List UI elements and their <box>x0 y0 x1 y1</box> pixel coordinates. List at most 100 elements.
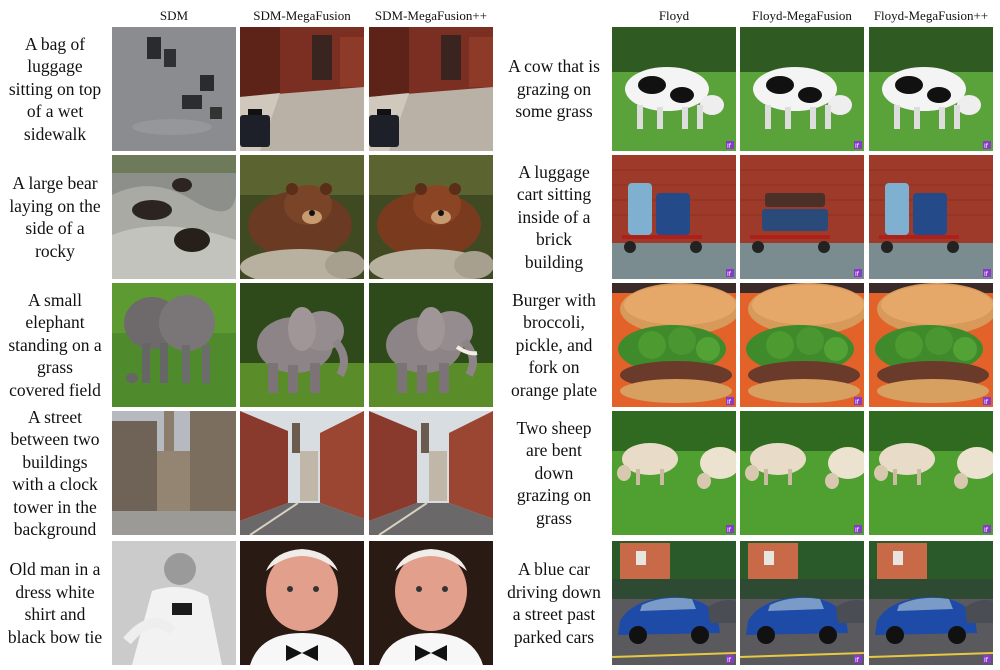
generated-image: If <box>612 27 736 151</box>
prompt-line: tower in the <box>13 496 97 517</box>
generated-image: If <box>740 541 864 665</box>
svg-text:If: If <box>984 143 989 150</box>
prompt-line: A small <box>28 289 82 310</box>
image-elephant-grass-field-col3 <box>369 283 493 407</box>
left-prompt-3: A small elephant standing on a grass covered… <box>0 283 110 407</box>
prompt-line: A luggage <box>518 161 590 182</box>
generated-image: If <box>740 283 864 407</box>
image-luggage-cart-brick-col5: If <box>740 155 864 279</box>
generated-image <box>369 283 493 407</box>
prompt-line: A blue car <box>518 559 590 579</box>
generated-image <box>112 283 236 407</box>
svg-text:If: If <box>855 527 860 534</box>
generated-image <box>112 155 236 279</box>
generated-image: If <box>869 283 993 407</box>
generated-image: If <box>612 155 736 279</box>
image-blue-car-street-col5: If <box>740 541 864 665</box>
prompt-line: Old man in a <box>9 559 101 579</box>
right-prompt-3: Burger with broccoli, pickle, and fork on or… <box>498 283 610 407</box>
prompt-line: A large bear <box>12 173 98 193</box>
image-street-clock-tower-col3 <box>369 411 493 535</box>
prompt-line: parked cars <box>513 626 595 647</box>
image-sheep-grazing-col5: If <box>740 411 864 535</box>
column-header-1: SDM <box>159 8 189 23</box>
prompt-line: sitting on top <box>8 78 102 99</box>
prompt-line: pickle, and <box>515 334 593 355</box>
prompt-line: grass <box>536 507 572 528</box>
image-bear-on-rocks-col3 <box>369 155 493 279</box>
image-old-man-bow-tie-col3 <box>369 541 493 665</box>
prompt-line: driving down <box>507 581 601 602</box>
prompt-line: A street <box>28 406 82 427</box>
svg-text:If: If <box>984 657 989 664</box>
prompt-line: A cow that is <box>508 56 600 77</box>
svg-text:If: If <box>727 143 732 150</box>
prompt-line: down <box>534 462 574 483</box>
image-cow-grazing-col6: If <box>869 27 993 151</box>
image-bear-on-rocks-col2 <box>240 155 364 279</box>
image-luggage-wet-sidewalk-col3 <box>369 27 493 151</box>
generated-image <box>240 27 364 151</box>
prompt-line: laying on the <box>9 195 101 216</box>
image-cow-grazing-col5: If <box>740 27 864 151</box>
prompt-line: broccoli, <box>523 312 585 333</box>
prompt-line: side of a <box>25 218 85 238</box>
svg-text:If: If <box>855 657 860 664</box>
generated-image <box>369 541 493 665</box>
generated-image: If <box>869 155 993 279</box>
prompt-line: covered field <box>9 379 101 400</box>
svg-text:If: If <box>727 657 732 664</box>
generated-image <box>112 411 236 535</box>
image-blue-car-street-col6: If <box>869 541 993 665</box>
prompt-line: of a wet <box>26 101 84 122</box>
generated-image: If <box>612 283 736 407</box>
prompt-line: buildings <box>22 451 88 472</box>
generated-image <box>112 541 236 665</box>
column-header-6: Floyd-MegaFusion++ <box>873 8 989 23</box>
svg-text:If: If <box>984 527 989 534</box>
prompt-line: are bent <box>526 440 582 461</box>
prompt-line: background <box>13 519 97 539</box>
generated-image <box>240 411 364 535</box>
prompt-line: sidewalk <box>23 123 87 144</box>
generated-image: If <box>612 541 736 665</box>
generated-image <box>240 155 364 279</box>
prompt-line: shirt and <box>24 604 86 624</box>
image-burger-broccoli-col6: If <box>869 283 993 407</box>
svg-text:If: If <box>727 527 732 534</box>
left-prompt-5: Old man in a dress white shirt and black bo… <box>0 541 110 665</box>
image-sheep-grazing-col6: If <box>869 411 993 535</box>
prompt-line: inside of a <box>517 206 591 227</box>
generated-image <box>112 27 236 151</box>
column-header-5: Floyd-MegaFusion <box>752 8 852 23</box>
image-sheep-grazing-col4: If <box>612 411 736 535</box>
image-luggage-wet-sidewalk-col2 <box>240 27 364 151</box>
image-elephant-grass-field-col1 <box>112 283 236 407</box>
generated-image: If <box>869 541 993 665</box>
generated-image: If <box>612 411 736 535</box>
right-prompt-2: A luggage cart sitting inside of a brick bui… <box>498 155 610 279</box>
svg-text:If: If <box>855 271 860 278</box>
prompt-line: brick <box>536 229 572 250</box>
image-luggage-cart-brick-col6: If <box>869 155 993 279</box>
prompt-line: dress white <box>15 581 95 602</box>
image-elephant-grass-field-col2 <box>240 283 364 407</box>
svg-text:If: If <box>727 271 732 278</box>
image-luggage-wet-sidewalk-col1 <box>112 27 236 151</box>
svg-text:If: If <box>984 399 989 406</box>
prompt-line: grazing on <box>516 78 592 99</box>
svg-text:If: If <box>855 399 860 406</box>
prompt-line: fork on <box>528 357 580 378</box>
column-header-2: SDM-MegaFusion <box>253 8 351 23</box>
prompt-line: with a clock <box>12 474 98 494</box>
image-blue-car-street-col4: If <box>612 541 736 665</box>
generated-image <box>369 155 493 279</box>
generated-image: If <box>869 27 993 151</box>
generated-image <box>240 541 364 665</box>
prompt-line: elephant <box>25 312 85 333</box>
image-burger-broccoli-col4: If <box>612 283 736 407</box>
left-prompt-2: A large bear laying on the side of a rocky <box>0 155 110 279</box>
image-cow-grazing-col4: If <box>612 27 736 151</box>
right-prompt-5: A blue car driving down a street past parke… <box>498 541 610 665</box>
generated-image <box>369 411 493 535</box>
